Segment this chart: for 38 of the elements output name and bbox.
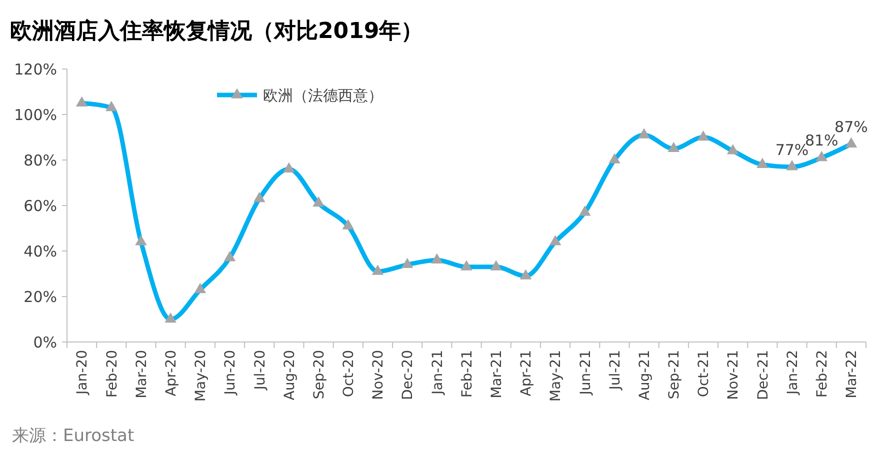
x-tick-label: Jan-20 xyxy=(74,350,91,396)
x-tick-label: Feb-20 xyxy=(104,350,120,398)
x-tick-label: Nov-21 xyxy=(726,350,742,400)
x-tick-label: Feb-22 xyxy=(814,350,831,398)
x-tick-label: Jun-20 xyxy=(222,350,239,396)
source-note: 来源：Eurostat xyxy=(12,426,134,446)
x-tick-label: Oct-21 xyxy=(696,350,712,398)
x-tick-label: Oct-20 xyxy=(341,350,358,398)
y-tick-label: 100% xyxy=(14,106,57,124)
x-tick-label: Sep-20 xyxy=(311,350,328,400)
x-tick-label: May-20 xyxy=(193,350,210,402)
legend-label: 欧洲（法德西意） xyxy=(263,86,383,104)
x-tick-label: Dec-21 xyxy=(755,350,772,400)
x-tick-label: Jul-20 xyxy=(252,350,268,391)
y-tick-label: 60% xyxy=(24,196,57,215)
x-tick-label: Mar-22 xyxy=(844,350,860,398)
x-tick-label: Mar-20 xyxy=(134,350,150,398)
x-tick-label: Aug-21 xyxy=(636,350,653,400)
chart-title: 欧洲酒店入住率恢复情况（对比2019年） xyxy=(10,18,424,44)
y-tick-label: 20% xyxy=(24,288,57,306)
x-tick-label: Apr-20 xyxy=(163,350,180,396)
x-tick-label: Feb-21 xyxy=(459,350,476,398)
x-tick-label: Dec-20 xyxy=(400,350,416,400)
x-tick-label: Jul-21 xyxy=(607,350,624,391)
y-tick-label: 120% xyxy=(14,60,57,78)
x-tick-label: Apr-21 xyxy=(518,350,535,396)
x-tick-label: Mar-21 xyxy=(488,350,505,398)
x-tick-label: May-21 xyxy=(548,350,564,402)
x-tick-label: Nov-20 xyxy=(370,350,387,400)
data-label: 87% xyxy=(834,118,868,136)
x-tick-label: Aug-20 xyxy=(282,350,298,400)
x-tick-label: Jan-21 xyxy=(430,350,446,396)
y-tick-label: 0% xyxy=(33,333,57,352)
y-tick-label: 40% xyxy=(24,242,57,260)
x-tick-label: Sep-21 xyxy=(666,350,683,400)
x-tick-label: Jun-21 xyxy=(578,350,594,396)
y-tick-label: 80% xyxy=(24,151,57,170)
x-tick-label: Jan-22 xyxy=(784,350,801,396)
